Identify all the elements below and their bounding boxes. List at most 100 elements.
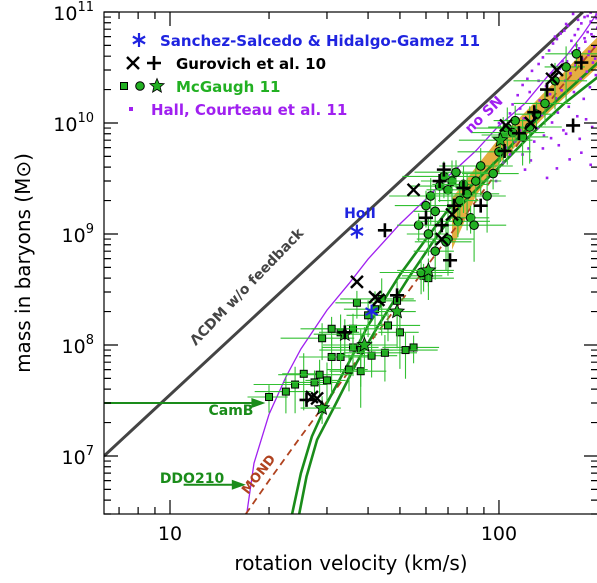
data-point <box>555 37 559 41</box>
data-point <box>443 253 458 268</box>
data-point <box>350 275 364 289</box>
data-point <box>390 288 405 303</box>
data-point <box>337 325 352 340</box>
data-point <box>589 12 592 14</box>
data-point <box>350 224 364 239</box>
data-point <box>542 134 546 137</box>
data-point <box>587 50 591 53</box>
data-point <box>367 351 376 360</box>
series-asterisk <box>350 224 379 319</box>
data-point <box>562 128 565 132</box>
data-point <box>451 167 461 178</box>
data-point <box>556 111 560 114</box>
data-point <box>578 137 582 141</box>
plot-area <box>104 12 597 514</box>
data-point <box>576 18 580 22</box>
data-point <box>549 136 553 140</box>
error-bar <box>364 332 438 379</box>
no-sn-curve <box>246 12 597 514</box>
data-point <box>327 324 336 333</box>
series-square <box>247 263 454 414</box>
data-point <box>528 90 532 94</box>
data-point <box>584 117 588 121</box>
data-point <box>344 365 353 374</box>
arrow <box>183 479 246 490</box>
data-point <box>582 97 586 101</box>
data-point <box>388 303 406 319</box>
data-point <box>566 24 570 28</box>
data-point <box>265 392 274 401</box>
data-point <box>421 200 431 211</box>
data-point <box>595 16 597 20</box>
tick-marks <box>104 11 597 515</box>
data-point <box>356 336 373 352</box>
legend-marker <box>135 81 145 91</box>
arrow <box>104 398 266 409</box>
legend-label: McGaugh 11 <box>176 78 280 96</box>
data-point <box>508 112 512 115</box>
data-point <box>590 125 594 129</box>
data-point <box>576 27 580 31</box>
annotation-label: ΛCDM w/o feedback <box>187 225 308 349</box>
data-point <box>583 15 586 19</box>
tick-labels: 10 100 107 108 109 1010 1011 <box>53 0 517 545</box>
data-point <box>511 126 526 141</box>
data-point <box>445 207 459 222</box>
data-point <box>561 62 571 72</box>
axis-ticks <box>104 11 597 515</box>
data-point <box>434 232 449 246</box>
data-point <box>589 20 592 23</box>
data-point <box>586 14 589 18</box>
legend-marker <box>126 56 140 70</box>
data-point <box>447 198 462 213</box>
data-point <box>545 176 549 180</box>
data-point <box>580 22 583 25</box>
axes-frame <box>103 11 597 515</box>
data-point <box>299 369 308 378</box>
legend: Sanchez-Salcedo & Hidalgo-Gamez 11 Gurovi… <box>120 32 480 119</box>
data-point <box>572 90 576 94</box>
data-point <box>291 380 300 389</box>
data-point <box>420 261 437 278</box>
data-point <box>550 121 554 124</box>
data-point <box>492 131 509 148</box>
legend-item: McGaugh 11 <box>120 77 280 96</box>
data-point <box>595 13 597 16</box>
data-point <box>560 89 563 92</box>
data-point <box>526 77 529 81</box>
data-point <box>577 47 581 50</box>
data-point <box>573 33 577 37</box>
data-point <box>574 64 577 67</box>
data-point <box>473 198 488 213</box>
data-point <box>521 83 524 87</box>
data-point <box>591 61 595 64</box>
data-point <box>537 62 540 66</box>
error-bar <box>414 224 472 271</box>
data-point <box>315 370 324 379</box>
y-tick-label: 108 <box>62 333 94 358</box>
data-point <box>540 98 550 109</box>
data-point <box>413 220 424 230</box>
data-point <box>527 105 542 120</box>
legend-marker <box>132 33 146 47</box>
data-point <box>565 59 569 63</box>
y-tick-label: 109 <box>62 222 94 247</box>
data-point <box>584 40 587 44</box>
data-point <box>518 107 522 110</box>
data-point <box>540 82 555 97</box>
data-point <box>423 229 434 239</box>
data-point <box>318 334 327 343</box>
data-point <box>595 26 597 30</box>
data-point <box>593 45 596 48</box>
data-point <box>432 174 447 189</box>
data-point <box>368 290 382 304</box>
y-tick-label: 1010 <box>53 111 94 136</box>
data-point <box>559 32 562 35</box>
data-point <box>555 167 559 170</box>
legend-marker <box>148 77 166 93</box>
data-point <box>488 168 498 179</box>
data-point <box>499 118 513 133</box>
data-point <box>568 158 571 161</box>
annotation-label: CamB <box>209 403 254 419</box>
